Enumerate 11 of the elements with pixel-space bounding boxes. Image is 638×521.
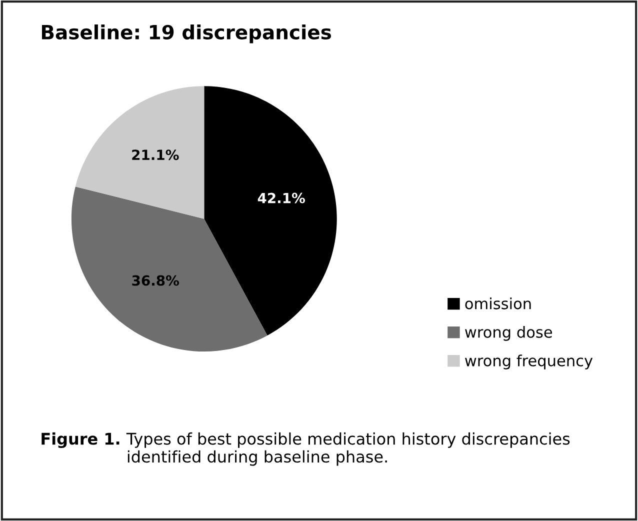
pie-slice: [75, 86, 204, 219]
caption: Figure 1.: [42, 432, 120, 448]
data-label: 42.1%: [258, 192, 305, 204]
pie-slice: [204, 86, 337, 336]
legend-label: wrong dose: [465, 326, 552, 341]
text: Types of best possible medication history discrepancies identified during baseline phase.: [126, 432, 570, 466]
data-label: 36.8%: [132, 275, 180, 286]
data-label: 21.1%: [132, 150, 179, 160]
legend-label: wrong frequency: [465, 354, 593, 370]
legend-label: omission: [465, 298, 531, 310]
chart-title: Baseline: 19 discrepancies: [42, 24, 332, 44]
